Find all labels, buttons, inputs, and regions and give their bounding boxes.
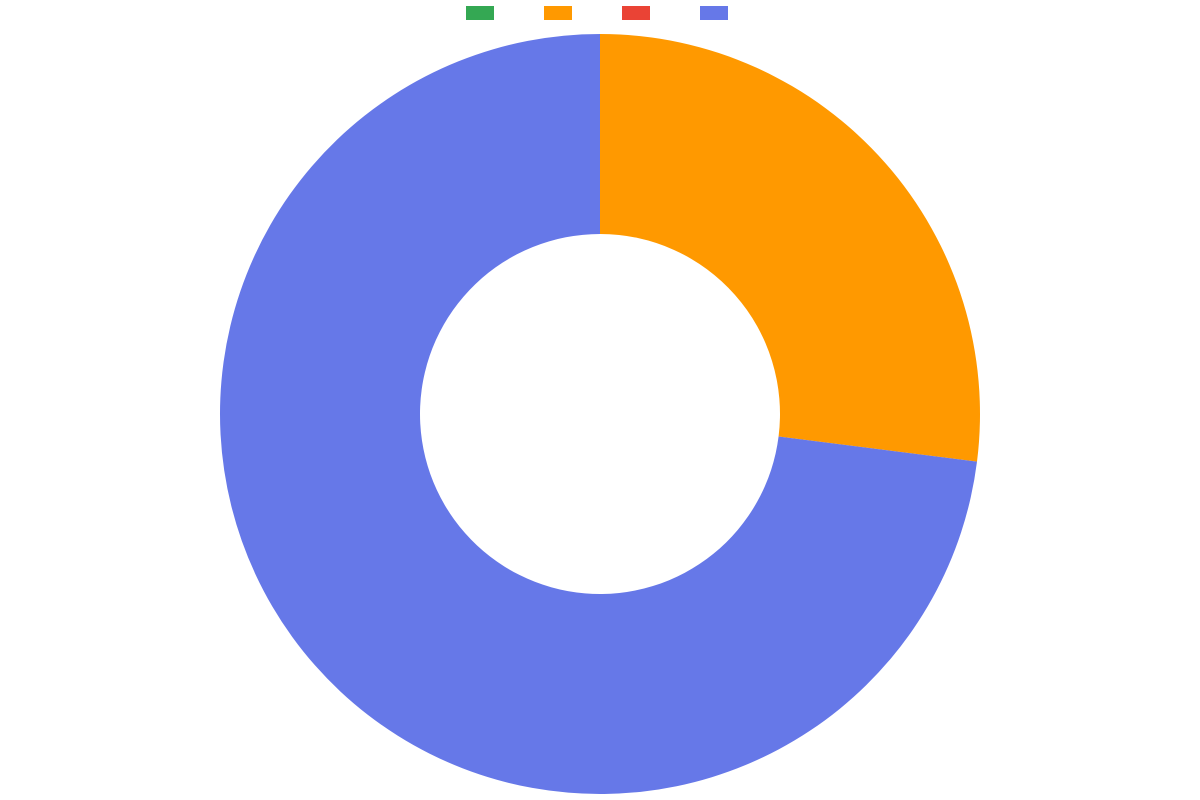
- donut-slice: [600, 34, 980, 462]
- chart-legend: [0, 6, 1200, 20]
- legend-item: [544, 6, 578, 20]
- legend-item: [466, 6, 500, 20]
- legend-swatch-icon: [466, 6, 494, 20]
- legend-swatch-icon: [700, 6, 728, 20]
- legend-item: [622, 6, 656, 20]
- legend-swatch-icon: [544, 6, 572, 20]
- donut-svg: [218, 32, 982, 796]
- donut-chart: [0, 28, 1200, 800]
- legend-item: [700, 6, 734, 20]
- legend-swatch-icon: [622, 6, 650, 20]
